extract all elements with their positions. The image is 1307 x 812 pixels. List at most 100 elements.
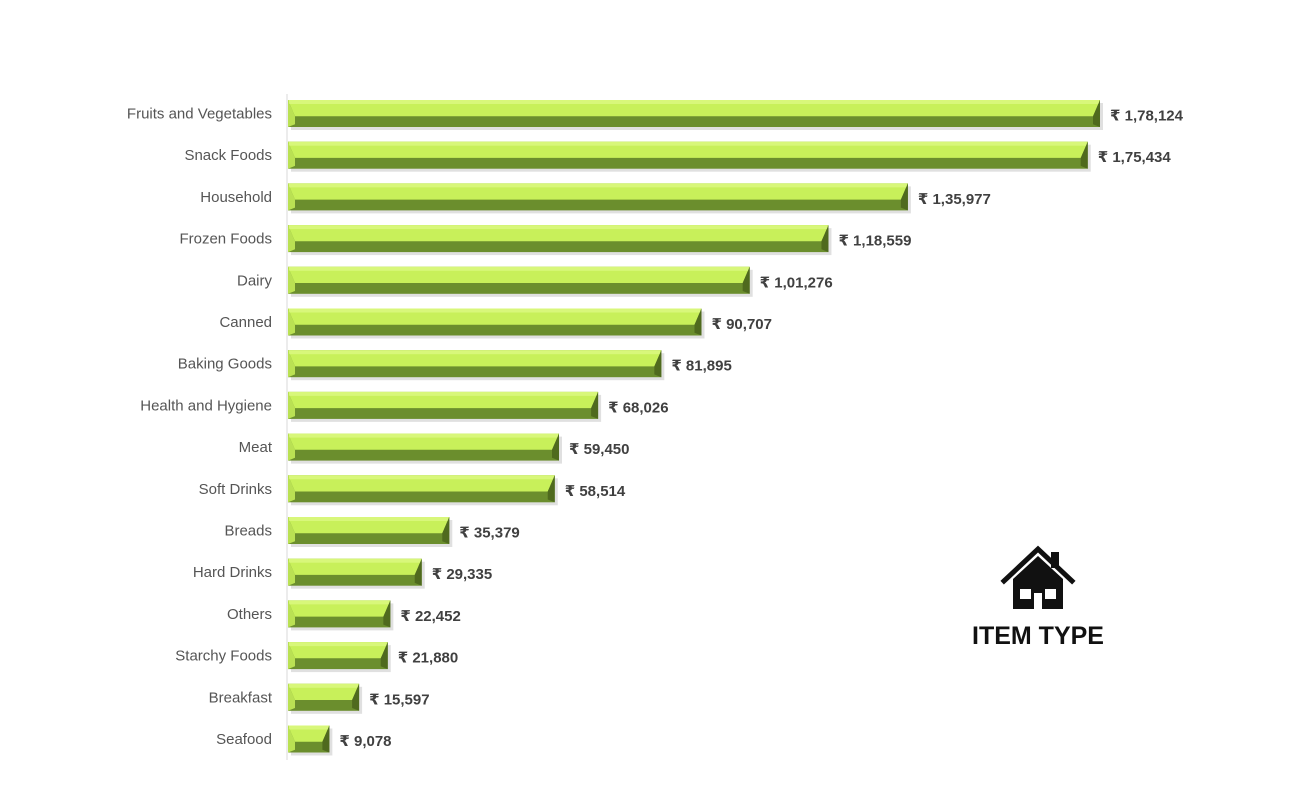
bar-value-label: ₹ 35,379 bbox=[459, 525, 519, 542]
bar-value-label: ₹ 90,707 bbox=[711, 316, 771, 333]
category-tick-label: Household bbox=[200, 189, 272, 206]
bar-value-label: ₹ 59,450 bbox=[569, 441, 629, 458]
bar-left-bevel bbox=[288, 308, 295, 336]
category-tick-label: Breads bbox=[224, 523, 272, 540]
bar-value-label: ₹ 1,35,977 bbox=[918, 191, 991, 208]
category-tick-label: Breakfast bbox=[209, 689, 273, 706]
bar-top-face bbox=[288, 600, 391, 617]
bar-top-face bbox=[288, 558, 422, 575]
bar-left-bevel bbox=[288, 683, 295, 711]
bar-group bbox=[288, 475, 558, 506]
bar-value-label: ₹ 1,75,434 bbox=[1098, 149, 1172, 166]
bar-left-bevel bbox=[288, 433, 295, 461]
category-tick-label: Health and Hygiene bbox=[140, 397, 272, 414]
bar-highlight bbox=[289, 266, 749, 271]
bar-value-label: ₹ 58,514 bbox=[565, 483, 626, 500]
bar-right-bevel bbox=[383, 600, 391, 628]
bar-top-face bbox=[288, 683, 360, 700]
category-tick-label: Meat bbox=[239, 439, 273, 456]
bar-value-label: ₹ 15,597 bbox=[369, 691, 429, 708]
bar-group bbox=[288, 558, 425, 589]
bar-value-label: ₹ 21,880 bbox=[398, 650, 458, 667]
bar-left-bevel bbox=[288, 558, 295, 586]
bar-top-face bbox=[288, 308, 702, 325]
bar-right-bevel bbox=[380, 642, 388, 670]
bar-top-face bbox=[288, 391, 599, 409]
category-tick-label: Fruits and Vegetables bbox=[127, 106, 272, 123]
bar-top-face bbox=[288, 183, 908, 200]
bar-left-bevel bbox=[288, 141, 295, 169]
bar-highlight bbox=[289, 517, 449, 521]
bar-value-label: ₹ 29,335 bbox=[432, 566, 492, 583]
category-tick-label: Starchy Foods bbox=[175, 648, 272, 665]
bar-right-bevel bbox=[821, 225, 829, 253]
bar-right-bevel bbox=[1080, 141, 1088, 169]
bar-highlight bbox=[289, 308, 701, 313]
bar-highlight bbox=[289, 183, 907, 188]
bar-right-bevel bbox=[322, 725, 330, 753]
bar-group bbox=[288, 308, 705, 339]
bar-group bbox=[288, 266, 753, 297]
bar-group bbox=[288, 141, 1091, 172]
bar-highlight bbox=[289, 100, 1099, 104]
bar-highlight bbox=[289, 225, 828, 230]
bar-highlight bbox=[289, 350, 661, 355]
bar-top-face bbox=[288, 642, 388, 659]
bar-group bbox=[288, 725, 333, 756]
bar-highlight bbox=[289, 600, 390, 605]
bar-highlight bbox=[289, 141, 1087, 146]
bar-value-label: ₹ 1,01,276 bbox=[760, 274, 833, 291]
category-tick-label: Soft Drinks bbox=[199, 481, 272, 498]
bar-highlight bbox=[289, 558, 421, 563]
bar-right-bevel bbox=[1093, 100, 1100, 127]
bar-right-bevel bbox=[442, 517, 450, 544]
bar-highlight bbox=[289, 683, 359, 688]
chart-title-block: ITEM TYPE bbox=[968, 545, 1108, 651]
category-tick-label: Canned bbox=[219, 314, 272, 331]
bar-left-bevel bbox=[288, 225, 295, 253]
bar-right-bevel bbox=[900, 183, 908, 211]
bar-value-label: ₹ 1,78,124 bbox=[1110, 108, 1184, 125]
bar-group bbox=[288, 350, 665, 381]
bar-left-bevel bbox=[288, 391, 295, 419]
bar-top-face bbox=[288, 266, 750, 283]
bar-right-bevel bbox=[547, 475, 555, 503]
category-tick-label: Seafood bbox=[216, 731, 272, 748]
chart-title: ITEM TYPE bbox=[972, 622, 1104, 650]
bar-top-face bbox=[288, 517, 450, 534]
bar-left-bevel bbox=[288, 266, 295, 294]
category-tick-label: Snack Foods bbox=[184, 147, 272, 164]
bar-group bbox=[288, 433, 563, 464]
bar-highlight bbox=[289, 475, 554, 480]
bar-value-label: ₹ 1,18,559 bbox=[838, 233, 911, 250]
bar-group bbox=[288, 391, 602, 422]
bar-group bbox=[288, 600, 394, 631]
category-tick-label: Frozen Foods bbox=[179, 231, 272, 248]
bar-top-face bbox=[288, 433, 560, 450]
bars-layer: Fruits and Vegetables ₹ 1,78,124 Snack Foo… bbox=[127, 100, 1184, 756]
house-icon bbox=[1000, 545, 1076, 609]
bar-value-label: ₹ 9,078 bbox=[339, 733, 391, 750]
bar-value-label: ₹ 81,895 bbox=[671, 358, 731, 375]
bar-group bbox=[288, 642, 391, 673]
bar-group bbox=[288, 100, 1103, 130]
bar-right-bevel bbox=[414, 558, 422, 586]
bar-highlight bbox=[289, 433, 559, 438]
bar-top-face bbox=[288, 475, 555, 492]
bar-left-bevel bbox=[288, 725, 295, 753]
bar-right-bevel bbox=[552, 433, 560, 461]
bar-right-bevel bbox=[352, 683, 360, 711]
bar-right-bevel bbox=[694, 308, 702, 336]
category-tick-label: Dairy bbox=[237, 272, 273, 289]
bar-group bbox=[288, 517, 453, 547]
bar-left-bevel bbox=[288, 642, 295, 670]
bar-top-face bbox=[288, 225, 829, 242]
bar-top-face bbox=[288, 350, 662, 367]
bar-group bbox=[288, 683, 363, 714]
bar-highlight bbox=[289, 391, 598, 396]
bar-highlight bbox=[289, 725, 329, 730]
bar-left-bevel bbox=[288, 100, 295, 127]
bar-group bbox=[288, 183, 911, 214]
bar-left-bevel bbox=[288, 517, 295, 544]
